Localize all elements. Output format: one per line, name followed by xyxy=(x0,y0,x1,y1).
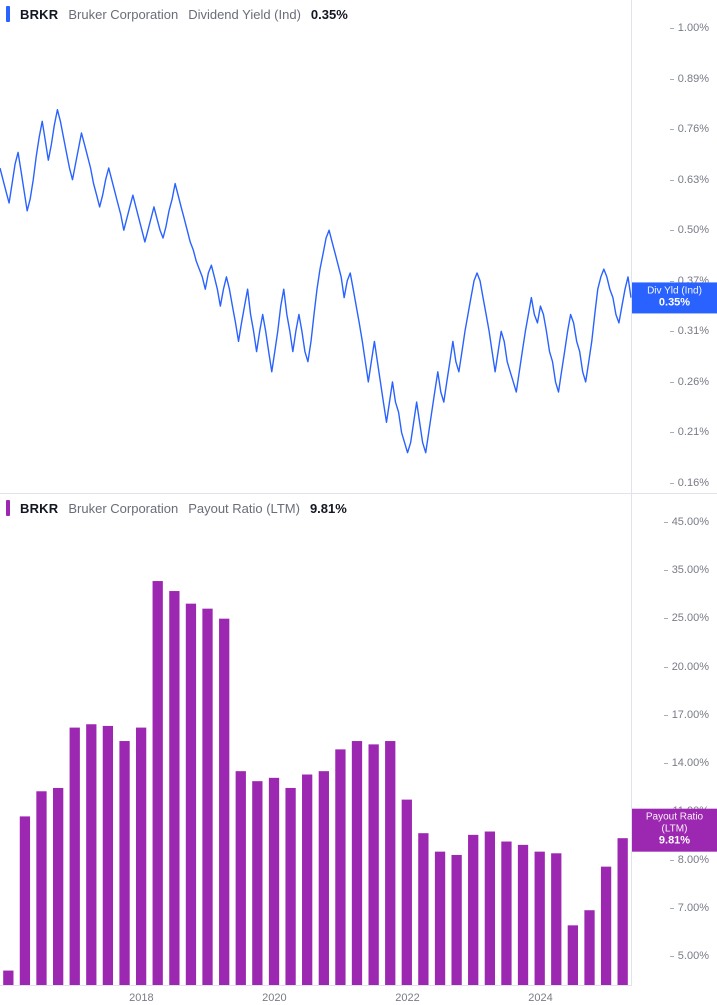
xtick: 2022 xyxy=(395,992,419,1004)
payout-ratio-legend: BRKR Bruker Corporation Payout Ratio (LT… xyxy=(6,500,347,516)
dividend-yield-line xyxy=(0,0,631,493)
badge-value: 0.35% xyxy=(638,297,711,310)
legend-color-bar xyxy=(6,500,10,516)
ytick: 0.26% xyxy=(678,376,709,388)
ticker-symbol[interactable]: BRKR xyxy=(20,501,58,516)
ytick: 5.00% xyxy=(678,950,709,962)
payout-ratio-panel: BRKR Bruker Corporation Payout Ratio (LT… xyxy=(0,493,717,1005)
metric-label: Payout Ratio (LTM) xyxy=(188,501,300,516)
xtick: 2024 xyxy=(528,992,552,1004)
company-name: Bruker Corporation xyxy=(68,7,178,22)
ytick: 45.00% xyxy=(672,516,709,528)
legend-color-bar xyxy=(6,6,10,22)
ytick: 25.00% xyxy=(672,612,709,624)
ytick: 0.50% xyxy=(678,224,709,236)
payout-ratio-plot[interactable] xyxy=(0,494,632,986)
xtick: 2020 xyxy=(262,992,286,1004)
dividend-yield-yaxis: 0.16%0.21%0.26%0.31%0.37%0.50%0.63%0.76%… xyxy=(632,0,717,493)
badge-title: Div Yld (Ind) xyxy=(638,285,711,297)
metric-value: 9.81% xyxy=(310,501,347,516)
metric-label: Dividend Yield (Ind) xyxy=(188,7,301,22)
ytick: 8.00% xyxy=(678,854,709,866)
dividend-yield-plot[interactable] xyxy=(0,0,632,493)
ytick: 0.31% xyxy=(678,325,709,337)
ytick: 17.00% xyxy=(672,709,709,721)
dividend-yield-legend: BRKR Bruker Corporation Dividend Yield (… xyxy=(6,6,348,22)
ytick: 0.76% xyxy=(678,123,709,135)
badge-title: Payout Ratio (LTM) xyxy=(638,812,711,835)
ytick: 1.00% xyxy=(678,22,709,34)
ytick: 7.00% xyxy=(678,902,709,914)
ticker-symbol[interactable]: BRKR xyxy=(20,7,58,22)
payout-ratio-xaxis: 2018 2020 2022 2024 xyxy=(0,985,632,1005)
company-name: Bruker Corporation xyxy=(68,501,178,516)
ytick: 0.21% xyxy=(678,426,709,438)
ytick: 14.00% xyxy=(672,757,709,769)
metric-value: 0.35% xyxy=(311,7,348,22)
payout-ratio-bars xyxy=(0,494,631,986)
xtick: 2018 xyxy=(129,992,153,1004)
ytick: 0.89% xyxy=(678,73,709,85)
badge-value: 9.81% xyxy=(638,835,711,848)
payout-ratio-yaxis: 5.00%7.00%8.00%11.00%14.00%17.00%20.00%2… xyxy=(632,494,717,986)
ytick: 0.16% xyxy=(678,477,709,489)
dividend-yield-panel: BRKR Bruker Corporation Dividend Yield (… xyxy=(0,0,717,493)
payout-ratio-badge: Payout Ratio (LTM) 9.81% xyxy=(632,809,717,852)
dividend-yield-badge: Div Yld (Ind) 0.35% xyxy=(632,282,717,313)
ytick: 35.00% xyxy=(672,564,709,576)
ytick: 20.00% xyxy=(672,661,709,673)
ytick: 0.63% xyxy=(678,174,709,186)
